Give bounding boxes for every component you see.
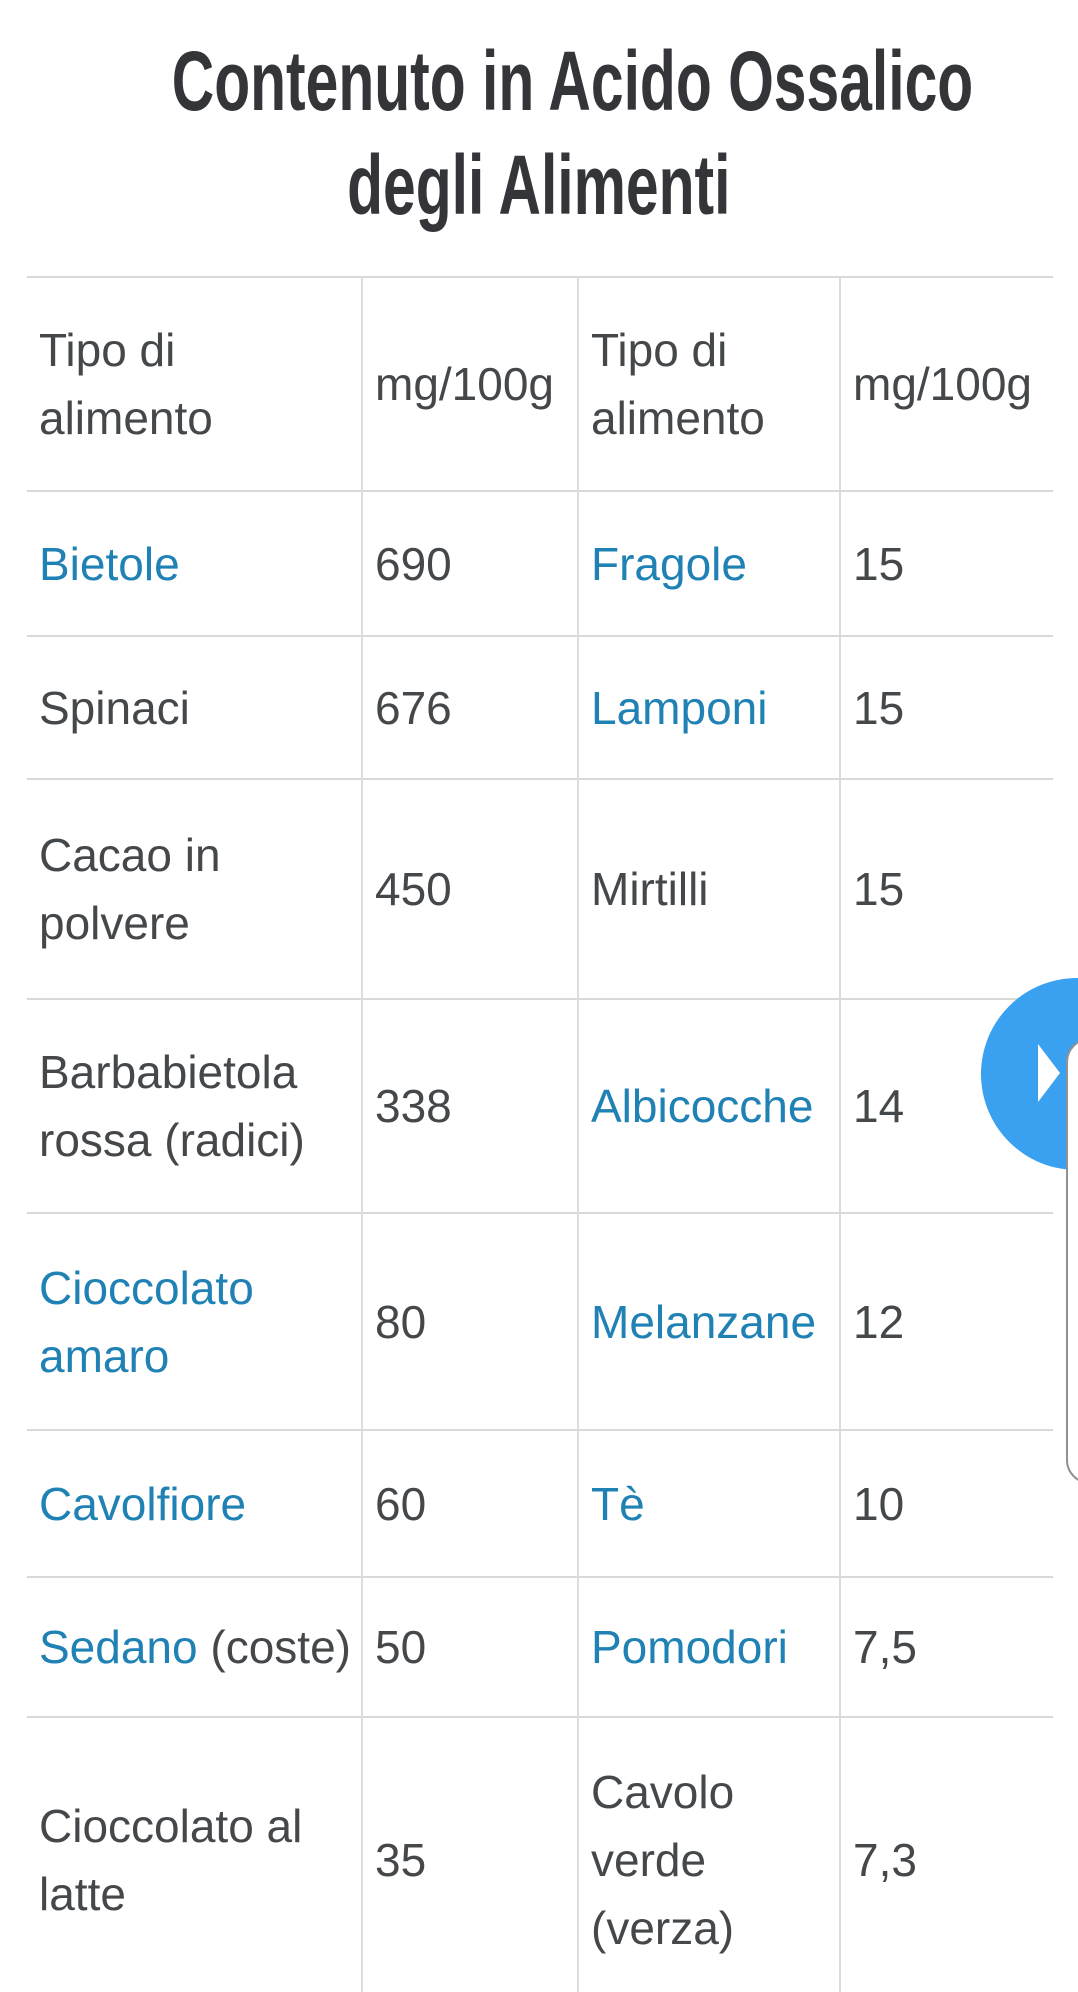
- header-mg-left: mg/100g: [362, 277, 579, 492]
- table-header-row: Tipo di alimento mg/100g Tipo di aliment…: [27, 277, 1053, 492]
- value-cell: 12: [840, 1213, 1053, 1431]
- food-link-pomodori[interactable]: Pomodori: [591, 1621, 788, 1673]
- value-cell: 15: [840, 491, 1053, 637]
- slide-out-panel-edge[interactable]: [1066, 1038, 1078, 1484]
- table-row: Spinaci 676 Lamponi 15: [27, 636, 1053, 780]
- table-row: Sedano (coste) 50 Pomodori 7,5: [27, 1577, 1053, 1718]
- value-cell: 10: [840, 1430, 1053, 1578]
- food-cell: Cavolfiore: [27, 1430, 363, 1578]
- table-row: Cavolfiore 60 Tè 10: [27, 1430, 1053, 1578]
- food-link-melanzane[interactable]: Melanzane: [591, 1295, 817, 1348]
- food-cell: Albicocche: [578, 999, 841, 1214]
- table-row: Cioccolato al latte 35 Cavolo verde (ver…: [27, 1717, 1053, 1992]
- food-cell: Tè: [578, 1430, 841, 1578]
- header-food-type-right: Tipo di alimento: [578, 277, 841, 492]
- value-cell: 15: [840, 779, 1053, 1000]
- value-cell: 338: [362, 999, 579, 1214]
- food-cell: Cioccolato amaro: [27, 1213, 363, 1431]
- value-cell: 7,5: [840, 1577, 1053, 1718]
- value-cell: 60: [362, 1430, 579, 1578]
- value-cell: 80: [362, 1213, 579, 1431]
- food-cell: Sedano (coste): [27, 1577, 363, 1718]
- food-link-albicocche[interactable]: Albicocche: [591, 1080, 814, 1132]
- food-cell: Melanzane: [578, 1213, 841, 1431]
- value-cell: 35: [362, 1717, 579, 1992]
- food-cell: Cioccolato al latte: [27, 1717, 363, 1992]
- value-cell: 7,3: [840, 1717, 1053, 1992]
- food-cell: Bietole: [27, 491, 363, 637]
- food-link-te[interactable]: Tè: [591, 1477, 645, 1530]
- food-link-lamponi[interactable]: Lamponi: [591, 681, 768, 734]
- food-cell: Barbabietola rossa (radici): [27, 999, 363, 1214]
- table-row: Cacao in polvere 450 Mirtilli 15: [27, 779, 1053, 1000]
- food-link-fragole[interactable]: Fragole: [591, 537, 747, 590]
- page-title: Contenuto in Acido Ossalico degli Alimen…: [0, 29, 1078, 237]
- food-cell: Cavolo verde (verza): [578, 1717, 841, 1992]
- food-cell: Fragole: [578, 491, 841, 637]
- food-cell: Cacao in polvere: [27, 779, 363, 1000]
- page-title-line1: Contenuto in Acido Ossalico: [171, 34, 974, 128]
- value-cell: 676: [362, 636, 579, 780]
- value-cell: 50: [362, 1577, 579, 1718]
- page-title-line2: degli Alimenti: [347, 138, 731, 232]
- food-link-cavolfiore[interactable]: Cavolfiore: [39, 1477, 247, 1530]
- table-row: Cioccolato amaro 80 Melanzane 12: [27, 1213, 1053, 1431]
- table-row: Bietole 690 Fragole 15: [27, 491, 1053, 637]
- header-food-type-left: Tipo di alimento: [27, 277, 363, 492]
- value-cell: 15: [840, 636, 1053, 780]
- food-text-coste: (coste): [197, 1621, 351, 1673]
- value-cell: 690: [362, 491, 579, 637]
- page-title-line2-wrap: degli Alimenti: [0, 133, 1078, 237]
- page-title-line1-wrap: Contenuto in Acido Ossalico: [0, 29, 1078, 133]
- food-cell: Pomodori: [578, 1577, 841, 1718]
- food-link-sedano[interactable]: Sedano: [39, 1621, 198, 1673]
- food-link-bietole[interactable]: Bietole: [39, 537, 180, 590]
- play-arrow-icon: [1038, 1044, 1060, 1102]
- food-cell: Lamponi: [578, 636, 841, 780]
- oxalic-acid-table: Tipo di alimento mg/100g Tipo di aliment…: [27, 276, 1053, 1992]
- header-mg-right: mg/100g: [840, 277, 1053, 492]
- table-row: Barbabietola rossa (radici) 338 Albicocc…: [27, 999, 1053, 1214]
- food-link-cioccolato-amaro[interactable]: Cioccolato amaro: [39, 1261, 254, 1382]
- value-cell: 450: [362, 779, 579, 1000]
- food-cell: Spinaci: [27, 636, 363, 780]
- food-cell: Mirtilli: [578, 779, 841, 1000]
